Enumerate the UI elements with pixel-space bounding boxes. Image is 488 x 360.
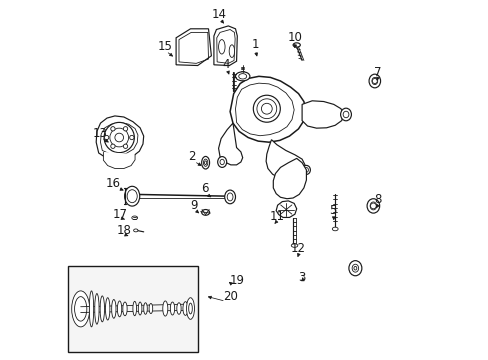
Text: 9: 9 [190,199,198,212]
Text: 20: 20 [222,291,237,303]
Text: 4: 4 [223,58,230,71]
Ellipse shape [111,300,116,318]
Polygon shape [265,140,305,179]
Ellipse shape [291,244,297,247]
Ellipse shape [201,210,209,215]
Ellipse shape [348,261,361,276]
Polygon shape [176,29,211,66]
Polygon shape [218,123,242,165]
Ellipse shape [229,45,234,58]
Ellipse shape [340,108,351,121]
Ellipse shape [261,103,272,114]
Ellipse shape [105,298,110,320]
Ellipse shape [227,193,232,201]
Text: 14: 14 [211,8,226,21]
Ellipse shape [124,186,140,206]
Text: 19: 19 [229,274,244,287]
Ellipse shape [122,302,127,316]
Ellipse shape [133,229,138,232]
Ellipse shape [218,40,224,54]
Ellipse shape [369,202,376,210]
Text: 18: 18 [116,224,131,237]
Ellipse shape [253,95,280,122]
Ellipse shape [224,190,235,204]
Circle shape [370,203,375,209]
Ellipse shape [238,74,246,79]
Ellipse shape [132,216,137,220]
Ellipse shape [95,293,99,324]
Ellipse shape [235,72,249,81]
Ellipse shape [217,157,226,167]
Polygon shape [273,158,306,199]
Circle shape [115,133,123,142]
Text: 7: 7 [373,66,381,78]
Ellipse shape [186,298,194,319]
Ellipse shape [343,111,348,118]
Ellipse shape [353,266,356,270]
Ellipse shape [256,99,276,119]
Text: 10: 10 [287,31,302,44]
Ellipse shape [75,297,87,321]
Ellipse shape [127,190,137,203]
Ellipse shape [304,167,308,172]
Ellipse shape [183,302,187,315]
Circle shape [371,78,377,84]
Text: 2: 2 [188,150,196,163]
Ellipse shape [201,156,209,169]
Ellipse shape [163,301,167,316]
Ellipse shape [302,165,310,174]
Ellipse shape [368,74,380,88]
Text: 1: 1 [251,39,259,51]
Ellipse shape [351,264,358,272]
Circle shape [104,122,134,153]
Text: 5: 5 [328,204,336,217]
Ellipse shape [133,301,136,316]
Ellipse shape [138,302,142,315]
Text: 17: 17 [113,208,127,221]
Text: 11: 11 [269,210,284,222]
Ellipse shape [143,303,147,314]
Text: 6: 6 [201,183,208,195]
Ellipse shape [117,301,122,317]
Polygon shape [230,76,305,142]
Text: 13: 13 [93,127,108,140]
Circle shape [104,135,108,140]
Polygon shape [96,116,143,159]
Ellipse shape [100,296,104,322]
Ellipse shape [292,43,300,47]
Ellipse shape [89,291,94,327]
Ellipse shape [72,291,89,327]
Ellipse shape [366,199,379,213]
Circle shape [111,144,115,148]
Ellipse shape [170,302,174,315]
Text: 16: 16 [105,177,121,190]
Circle shape [110,128,128,147]
Ellipse shape [332,227,337,231]
Polygon shape [302,101,343,128]
Circle shape [111,127,115,131]
Ellipse shape [371,77,377,85]
Text: 12: 12 [290,242,305,255]
Ellipse shape [177,303,181,314]
Text: 3: 3 [298,271,305,284]
Ellipse shape [149,303,152,314]
Polygon shape [213,26,237,66]
Ellipse shape [188,303,192,314]
Circle shape [123,144,127,148]
Circle shape [123,127,127,131]
Bar [68,266,197,352]
Ellipse shape [220,159,224,165]
Polygon shape [276,201,296,217]
Text: 15: 15 [158,40,172,53]
Text: 8: 8 [373,193,381,206]
Ellipse shape [203,159,207,166]
Circle shape [129,135,134,140]
Polygon shape [103,152,135,168]
Ellipse shape [204,161,206,165]
